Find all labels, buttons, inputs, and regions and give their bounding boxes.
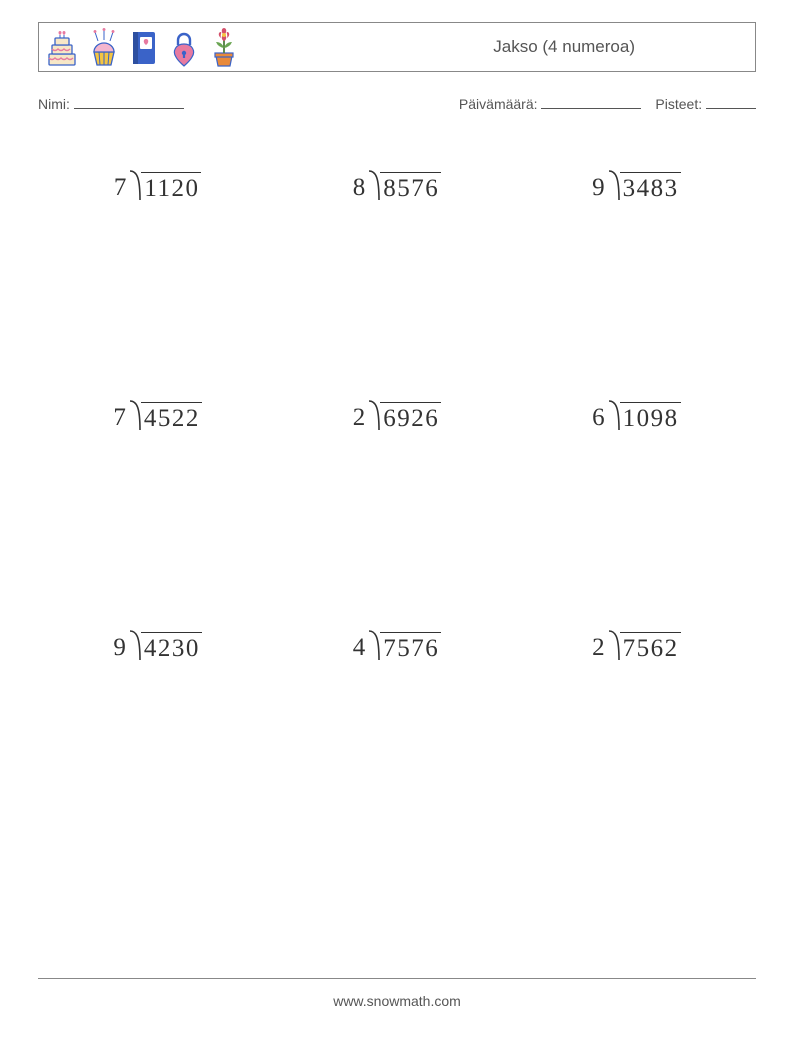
division-bracket	[370, 632, 380, 661]
division-bracket	[370, 402, 380, 431]
division-bracket	[370, 172, 380, 201]
division-bracket	[610, 402, 620, 431]
footer-divider	[38, 978, 756, 979]
division-problem: 47576	[353, 632, 442, 661]
division-problem: 88576	[353, 172, 442, 201]
name-blank	[74, 94, 184, 109]
division-problem: 61098	[592, 402, 681, 431]
problems-grid: 71120 88576 93483 74522 26926 61098 94230 47576…	[38, 172, 756, 862]
division-problem: 71120	[114, 172, 202, 201]
dividend: 6926	[380, 402, 441, 431]
division-bracket	[131, 632, 141, 661]
header-icons	[45, 26, 239, 68]
dividend: 4230	[141, 632, 202, 661]
header: Jakso (4 numeroa)	[38, 22, 756, 72]
info-line: Nimi: Päivämäärä: Pisteet:	[38, 94, 756, 112]
cupcake-icon	[89, 28, 119, 68]
dividend: 1098	[620, 402, 681, 431]
date-blank	[541, 94, 641, 109]
division-bracket	[610, 172, 620, 201]
score-blank	[706, 94, 756, 109]
dividend: 3483	[620, 172, 681, 201]
division-problem: 74522	[113, 402, 202, 431]
division-problem: 26926	[353, 402, 442, 431]
cake-icon	[45, 28, 79, 68]
division-problem: 27562	[592, 632, 681, 661]
date-label: Päivämäärä:	[459, 96, 538, 112]
division-problem: 93483	[592, 172, 681, 201]
division-problem: 94230	[113, 632, 202, 661]
flower-pot-icon	[209, 26, 239, 68]
dividend: 7562	[620, 632, 681, 661]
dividend: 4522	[141, 402, 202, 431]
lock-heart-icon	[169, 28, 199, 68]
dividend: 7576	[380, 632, 441, 661]
name-label: Nimi:	[38, 96, 70, 112]
score-label: Pisteet:	[655, 96, 702, 112]
dividend: 1120	[141, 172, 201, 201]
division-bracket	[610, 632, 620, 661]
worksheet-title: Jakso (4 numeroa)	[493, 37, 745, 57]
footer-text: www.snowmath.com	[38, 993, 756, 1009]
book-icon	[129, 28, 159, 68]
division-bracket	[131, 172, 141, 201]
dividend: 8576	[380, 172, 441, 201]
division-bracket	[131, 402, 141, 431]
